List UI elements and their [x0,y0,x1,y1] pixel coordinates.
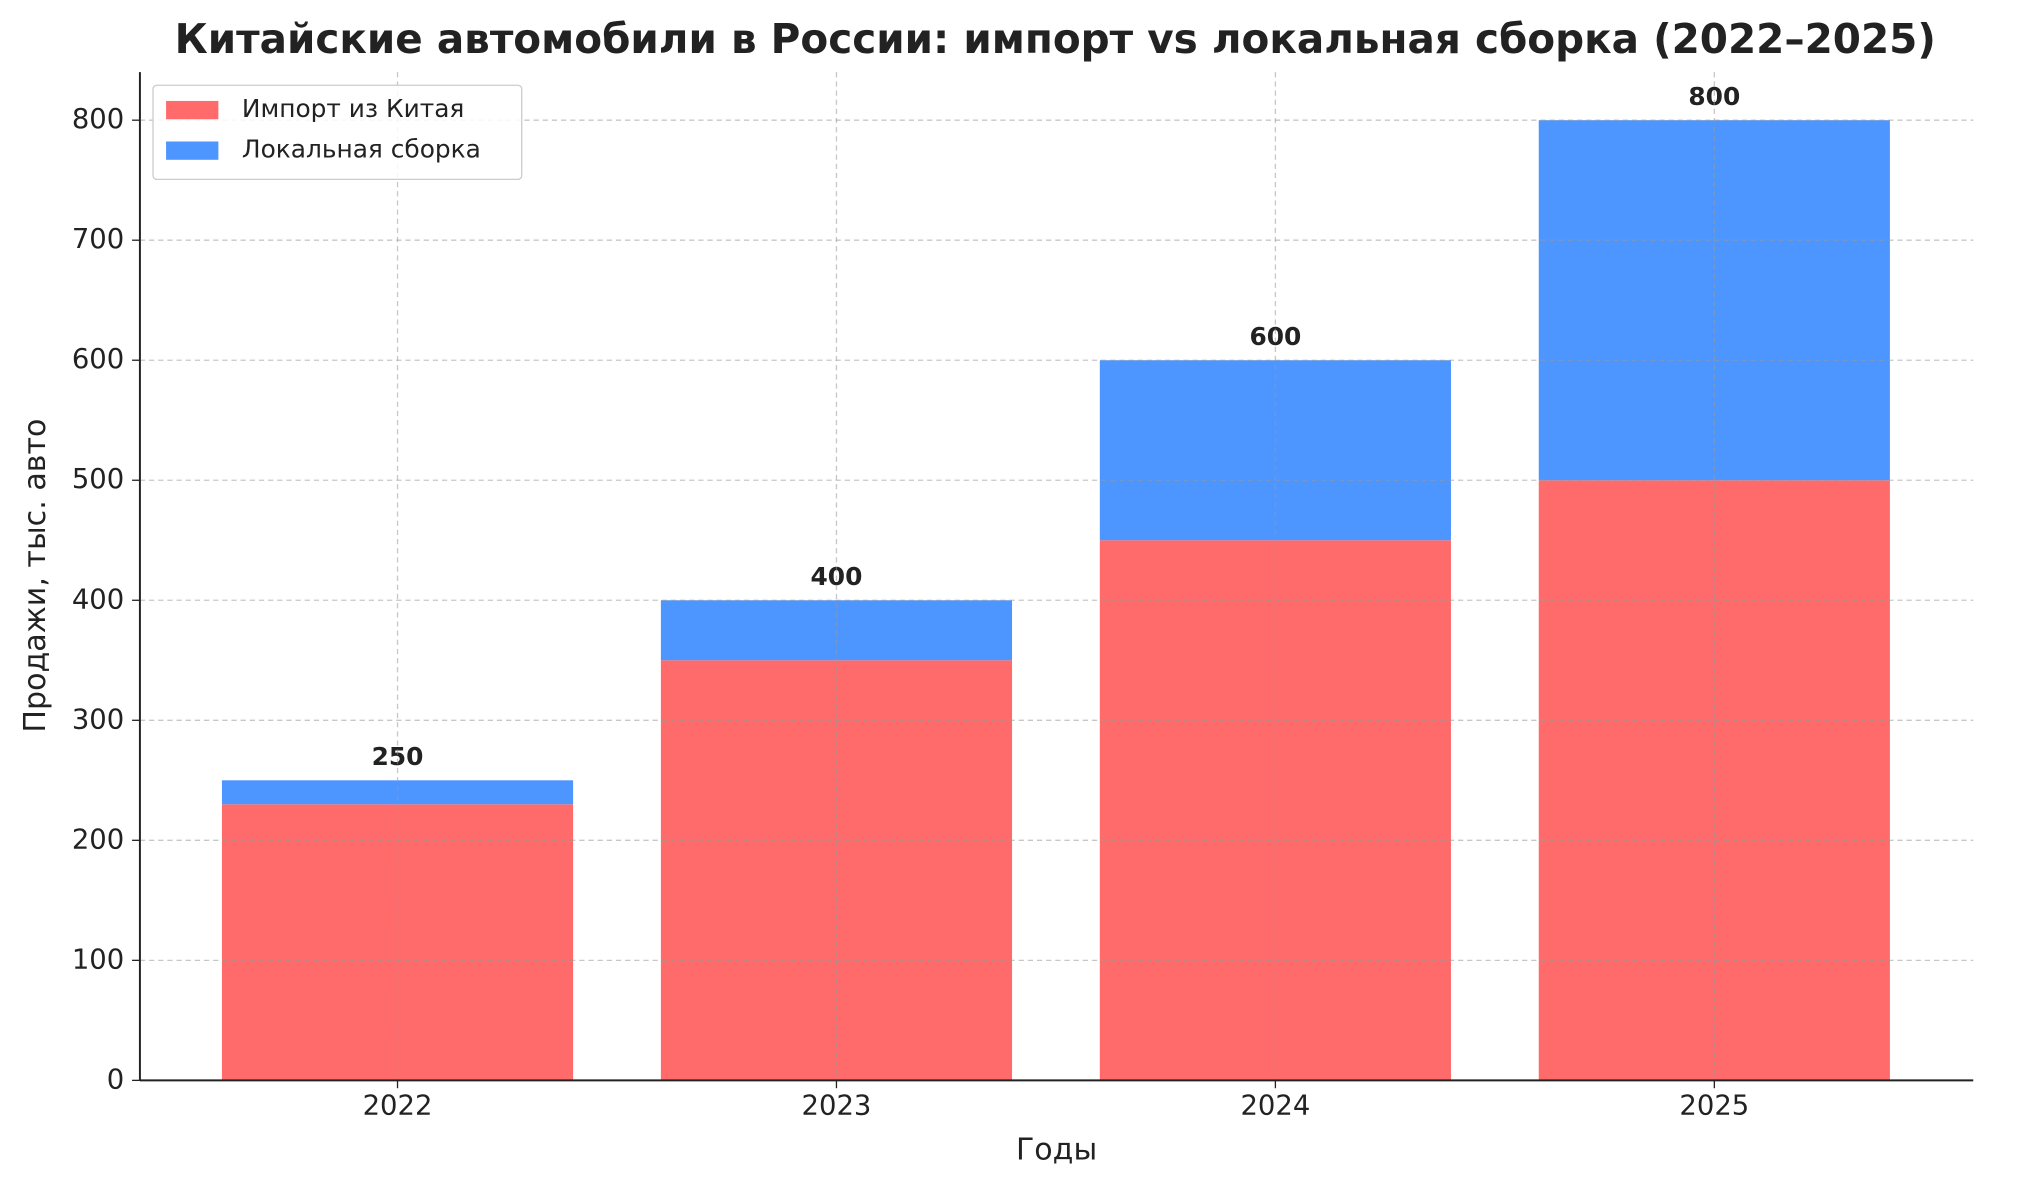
x-tick-label: 2022 [363,1091,433,1122]
legend-swatch [166,141,219,160]
x-axis-label: Годы [1016,1132,1097,1167]
y-tick-label: 800 [72,104,124,135]
y-tick-label: 400 [72,584,124,615]
y-tick-label: 100 [72,944,124,975]
legend-swatch [166,100,219,120]
y-tick-label: 300 [72,704,124,735]
total-label: 250 [372,742,424,771]
total-label: 800 [1688,82,1740,111]
bar-segment [221,780,574,805]
x-tick-label: 2024 [1240,1091,1310,1122]
y-axis-label: Продажи, тыс. авто [18,419,53,733]
y-tick-label: 500 [72,464,124,495]
total-label: 600 [1249,322,1301,351]
x-tick-label: 2025 [1679,1091,1749,1122]
chart-title: Китайские автомобили в России: импорт vs… [175,15,1936,63]
y-tick-label: 0 [107,1064,124,1095]
y-tick-label: 600 [72,344,124,375]
y-tick-label: 200 [72,824,124,855]
x-tick-label: 2023 [802,1091,872,1122]
legend-label: Импорт из Китая [242,94,464,123]
legend-box [152,84,523,181]
y-tick-label: 700 [72,224,124,255]
legend-label: Локальная сборка [242,135,481,164]
